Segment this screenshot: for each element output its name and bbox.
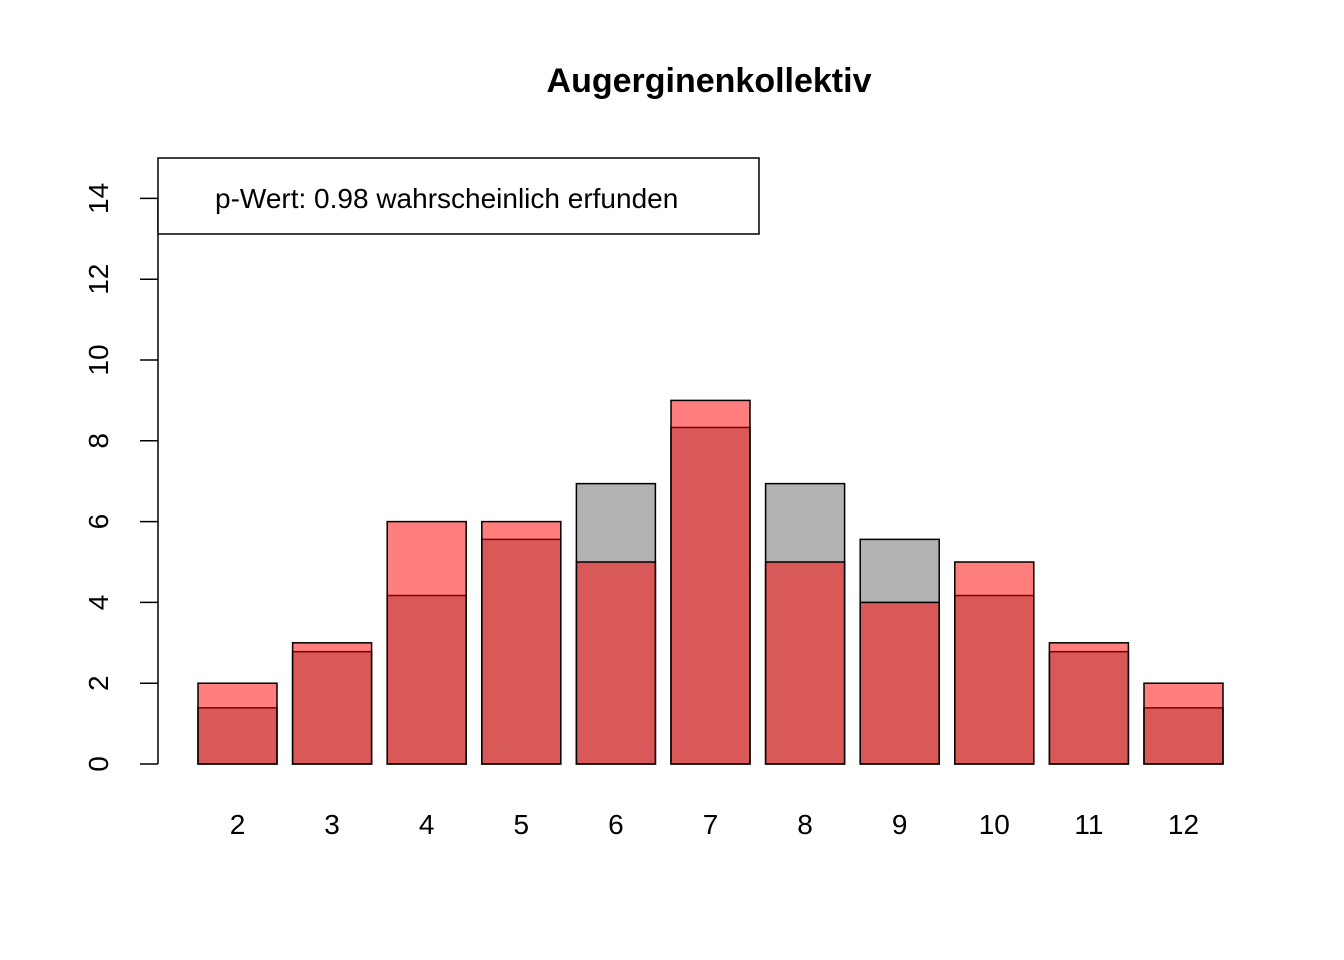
observed-bar — [1048, 642, 1130, 765]
observed-bars — [197, 399, 1224, 765]
y-tick-label: 6 — [83, 514, 114, 530]
observed-bar — [291, 642, 373, 765]
x-tick-label: 4 — [419, 809, 435, 840]
observed-bar — [481, 520, 562, 765]
x-axis-labels: 2 3 4 5 6 7 8 9 10 11 12 — [230, 809, 1199, 840]
x-tick-label: 9 — [892, 809, 908, 840]
observed-bar — [764, 561, 846, 765]
y-tick-label: 10 — [83, 344, 114, 375]
legend: p-Wert: 0.98 wahrscheinlich erfunden — [157, 157, 760, 235]
y-tick-label: 2 — [83, 675, 114, 691]
y-tick-label: 14 — [83, 183, 114, 214]
legend-text: p-Wert: 0.98 wahrscheinlich erfunden — [215, 183, 678, 214]
y-tick-label: 0 — [83, 756, 114, 772]
x-tick-label: 7 — [703, 809, 719, 840]
x-tick-label: 12 — [1168, 809, 1199, 840]
x-tick-label: 10 — [979, 809, 1010, 840]
observed-bar — [197, 682, 278, 765]
y-axis: 0 2 4 6 8 10 12 14 — [83, 183, 159, 772]
observed-bar — [386, 520, 467, 765]
x-tick-label: 5 — [514, 809, 530, 840]
y-tick-label: 4 — [83, 595, 114, 611]
x-tick-label: 11 — [1074, 809, 1103, 840]
x-tick-label: 3 — [324, 809, 340, 840]
y-tick-label: 12 — [83, 264, 114, 295]
observed-bar — [670, 399, 751, 765]
observed-bar — [859, 601, 940, 765]
x-tick-label: 8 — [797, 809, 813, 840]
x-tick-label: 2 — [230, 809, 246, 840]
y-tick-label: 8 — [83, 433, 114, 449]
chart-title: Augerginenkollektiv — [547, 62, 872, 100]
x-tick-label: 6 — [608, 809, 624, 840]
legend-box — [157, 157, 760, 235]
observed-bar — [1143, 682, 1224, 765]
observed-bar — [954, 561, 1035, 765]
observed-bar — [575, 561, 657, 765]
